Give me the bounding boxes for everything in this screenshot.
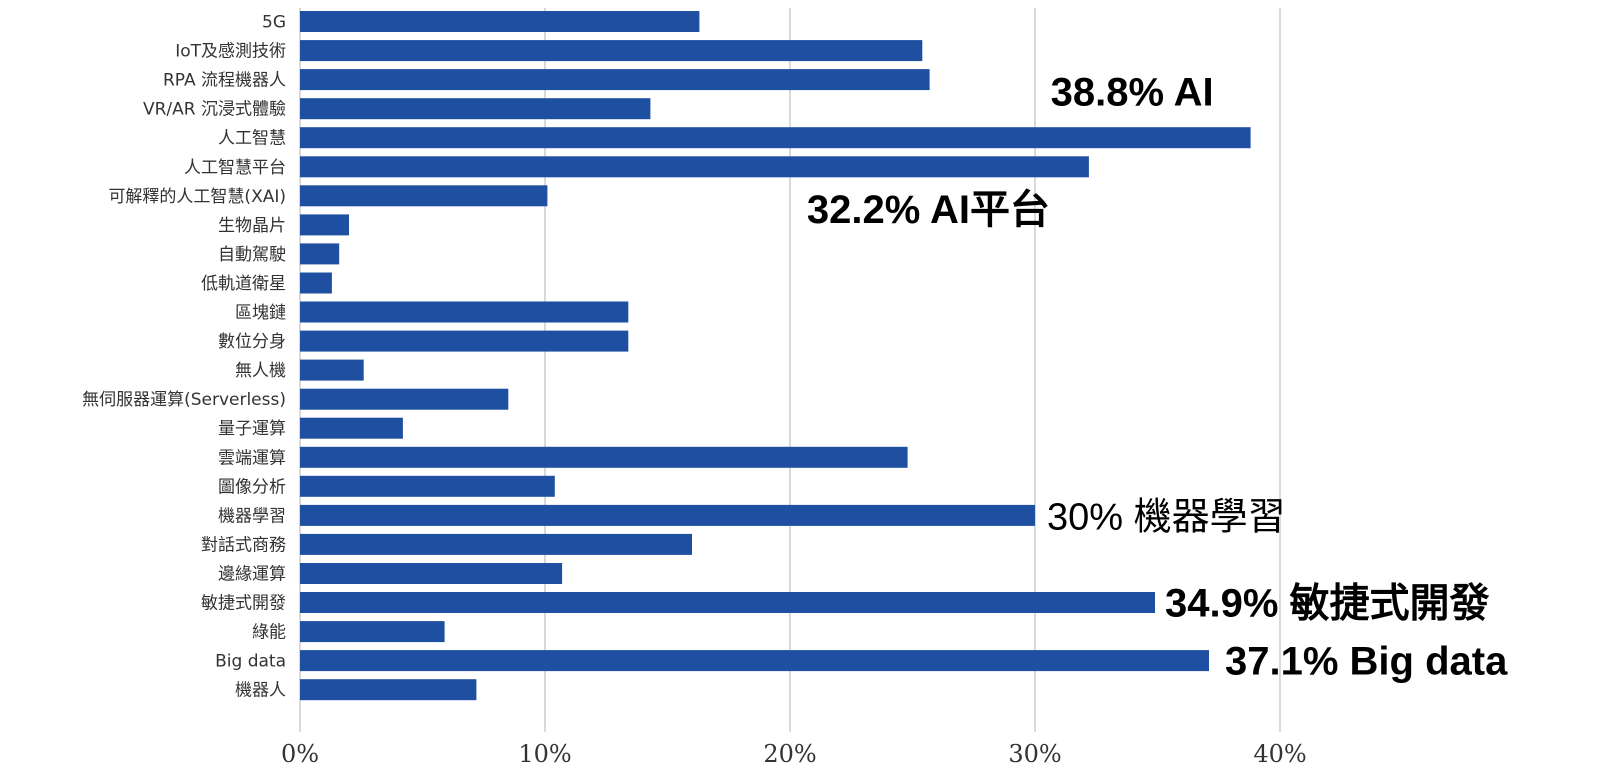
bar [300, 98, 651, 120]
category-label: 無伺服器運算(Serverless) [82, 390, 286, 410]
category-label: 區塊鏈 [235, 303, 286, 323]
category-label: VR/AR 沉浸式體驗 [143, 100, 286, 120]
bar [300, 330, 629, 352]
bar [300, 388, 509, 410]
bar [300, 214, 349, 236]
bar [300, 650, 1209, 672]
bar [300, 417, 403, 439]
annotation-label: 38.8% AI [1051, 71, 1214, 115]
category-label: RPA 流程機器人 [163, 71, 286, 91]
category-label: 生物晶片 [218, 216, 286, 236]
bar [300, 156, 1089, 178]
category-label: 無人機 [235, 361, 286, 381]
category-label: 可解釋的人工智慧(XAI) [108, 187, 286, 207]
bar [300, 475, 555, 497]
bar [300, 563, 563, 584]
category-label: 綠能 [252, 623, 286, 643]
category-label: 自動駕駛 [218, 245, 286, 265]
bar [300, 127, 1251, 149]
annotation-label: 32.2% AI平台 [807, 188, 1050, 232]
category-label: 數位分身 [218, 332, 286, 352]
category-label: 低軌道衛星 [201, 274, 286, 294]
x-tick-label: 30% [1008, 740, 1061, 768]
category-label: Big data [215, 652, 286, 672]
category-label: 邊緣運算 [218, 565, 286, 585]
category-label: 量子運算 [218, 419, 286, 439]
category-label: 對話式商務 [201, 535, 286, 555]
bar [300, 40, 923, 62]
annotation-label: 37.1% Big data [1225, 640, 1508, 684]
bar [300, 69, 930, 91]
x-tick-label: 0% [281, 740, 319, 768]
category-label: 機器學習 [218, 506, 286, 526]
category-label: 人工智慧平台 [184, 158, 286, 178]
category-label: 雲端運算 [218, 448, 286, 468]
category-label: 敏捷式開發 [201, 594, 286, 614]
x-tick-labels: 0% 10% 20% 30% 40% [281, 740, 1307, 768]
bar [300, 301, 629, 323]
category-label: IoT及感測技術 [175, 42, 286, 62]
category-label: 圖像分析 [218, 477, 286, 497]
bar [300, 185, 548, 207]
category-labels: 5G IoT及感測技術 RPA 流程機器人 VR/AR 沉浸式體驗人工智慧人工智慧平台… [82, 13, 286, 701]
x-tick-label: 20% [763, 740, 816, 768]
category-label: 5G [262, 13, 286, 33]
bar [300, 533, 692, 555]
bar [300, 243, 340, 265]
bar [300, 359, 364, 381]
bar [300, 679, 477, 701]
bar [300, 446, 908, 468]
category-label: 人工智慧 [218, 129, 286, 149]
bar-series [300, 11, 1251, 701]
annotation-label: 30% 機器學習 [1047, 496, 1286, 538]
annotation-label: 34.9% 敏捷式開發 [1165, 582, 1490, 626]
bar [300, 11, 700, 32]
bar [300, 621, 445, 643]
bar [300, 592, 1155, 613]
x-tick-label: 10% [518, 740, 571, 768]
annotations: 38.8% AI 32.2% AI平台 30% 機器學習 34.9% 敏捷式開發 37.… [807, 71, 1508, 684]
bar [300, 504, 1035, 526]
x-tick-label: 40% [1253, 740, 1306, 768]
bar [300, 272, 332, 294]
category-label: 機器人 [235, 681, 286, 701]
